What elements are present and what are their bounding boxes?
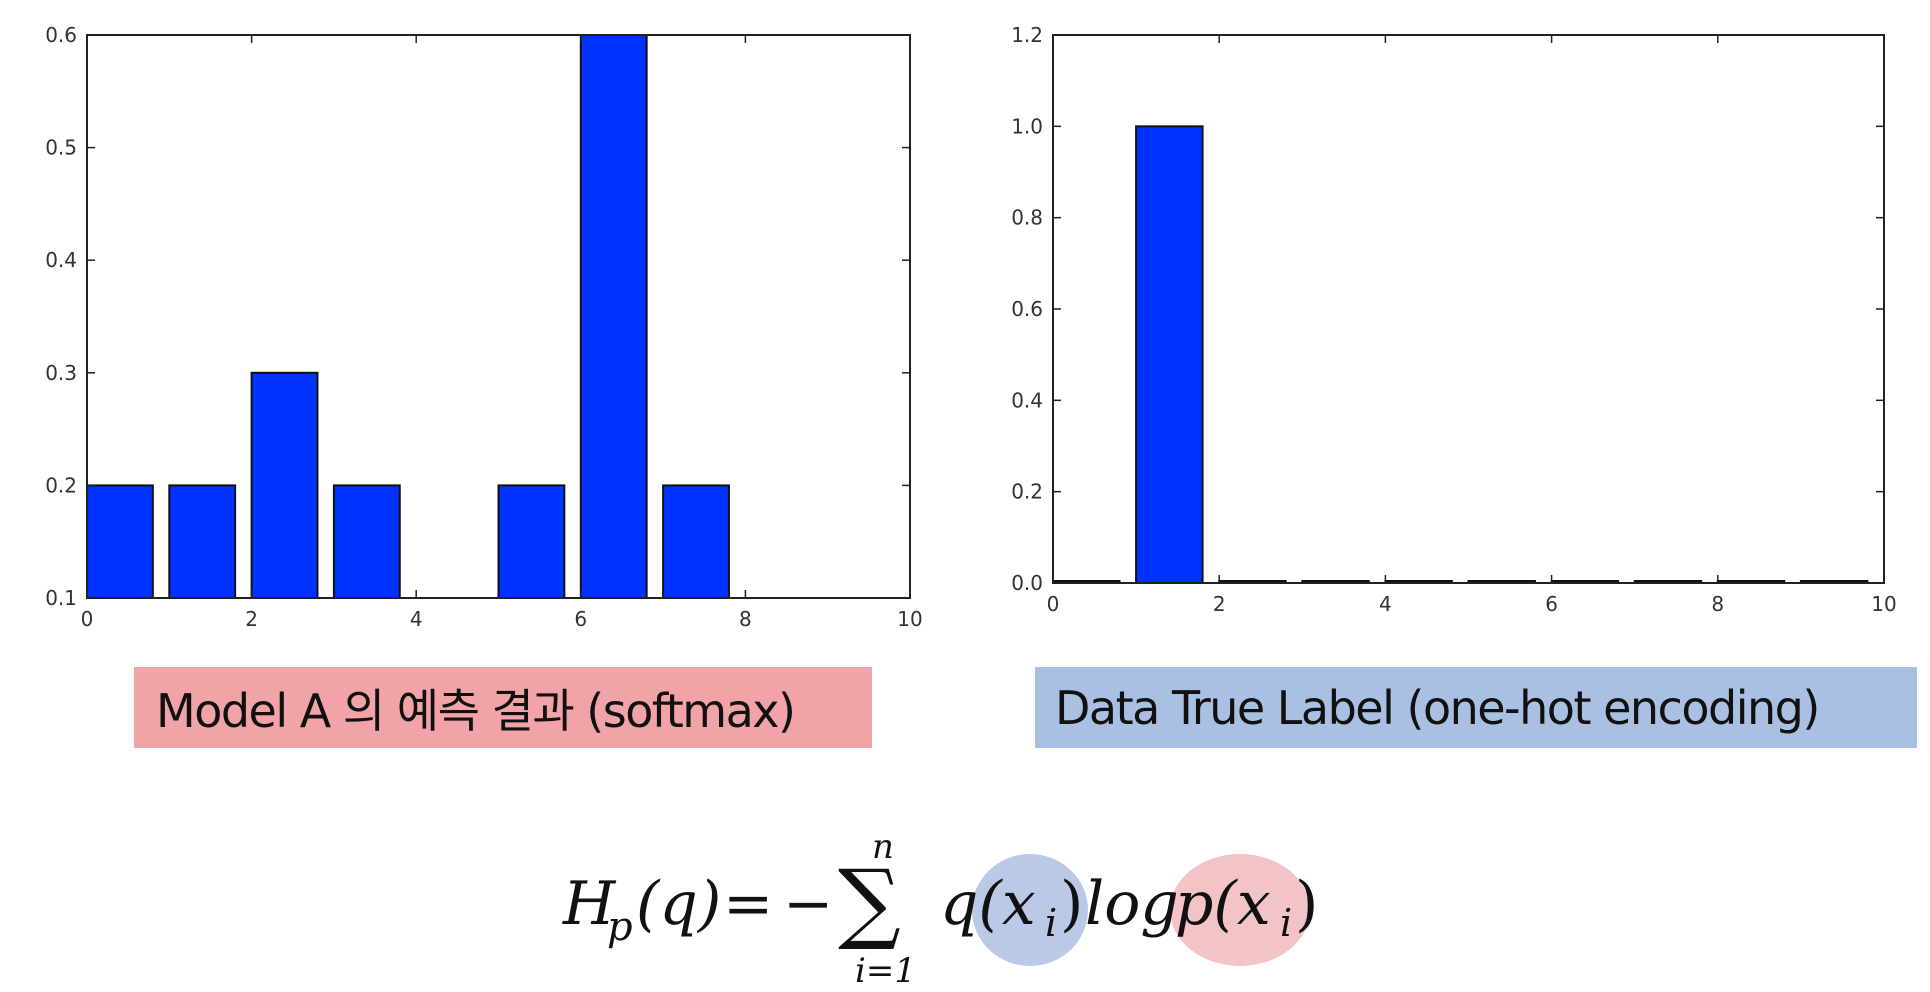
formula-p-i-subscript: i	[1280, 901, 1292, 945]
formula-h: H	[562, 869, 617, 939]
x-tick-label: 2	[1213, 592, 1226, 616]
formula-sigma: ∑	[838, 850, 901, 953]
chart-model-a-softmax: 0.1 0.2 0.3 0.4 0.5 0.6 0 2 4 6 8 10	[45, 23, 923, 631]
formula-lower-bound: i=1	[855, 951, 916, 990]
y-tick-label: 0.6	[45, 23, 77, 47]
bar	[168, 484, 237, 599]
formula-log: log	[1085, 869, 1179, 939]
x-tick-label: 10	[1871, 592, 1896, 616]
bar	[662, 484, 730, 599]
x-tick-label: 8	[1711, 592, 1724, 616]
caption-model-a: Model A 의 예측 결과 (softmax)	[134, 667, 872, 748]
y-tick-label: 1.0	[1011, 114, 1043, 138]
chart-true-label-one-hot: 0.0 0.2 0.4 0.6 0.8 1.0 1.2 0 2 4 6 8 10	[1011, 23, 1897, 616]
q-highlight	[972, 854, 1088, 966]
p-highlight	[1170, 854, 1310, 966]
bar	[86, 484, 154, 599]
bar	[579, 34, 648, 599]
x-tick-label: 0	[1047, 592, 1060, 616]
x-tick-label: 6	[1545, 592, 1558, 616]
y-tick-label: 0.8	[1011, 206, 1043, 230]
formula-p-subscript: p	[607, 904, 633, 950]
y-tick-label: 0.2	[45, 473, 77, 497]
y-tick-label: 0.4	[1011, 388, 1043, 412]
y-tick-label: 0.4	[45, 248, 77, 272]
bar	[250, 371, 319, 599]
x-tick-label: 2	[245, 607, 258, 631]
formula-equals: =	[723, 869, 773, 939]
x-tick-label: 0	[81, 607, 94, 631]
caption-true-label: Data True Label (one-hot encoding)	[1035, 667, 1917, 748]
formula-upper-bound: n	[872, 827, 894, 867]
formula-q-close: )	[1060, 869, 1083, 939]
x-tick-label: 4	[1379, 592, 1392, 616]
y-tick-label: 0.5	[45, 136, 77, 160]
formula-q-arg: (q)	[636, 869, 721, 939]
y-tick-label: 0.2	[1011, 480, 1043, 504]
formula-p-close: )	[1295, 869, 1318, 939]
formula-q-i-subscript: i	[1045, 901, 1057, 945]
formula-q-term: q(x	[940, 869, 1036, 939]
formula-p-term: p(x	[1175, 869, 1271, 939]
plot-frame	[86, 34, 911, 599]
y-tick-label: 1.2	[1011, 23, 1043, 47]
x-tick-label: 4	[410, 607, 423, 631]
y-tick-label: 0.0	[1011, 571, 1043, 595]
y-tick-label: 0.1	[45, 586, 77, 610]
cross-entropy-formula: H p (q) = − ∑ n i=1 q(x i ) log p(x i )	[562, 827, 1318, 990]
x-tick-label: 8	[739, 607, 752, 631]
y-tick-label: 0.3	[45, 361, 77, 385]
bar	[497, 484, 566, 599]
formula-minus: −	[783, 869, 833, 939]
bar	[1135, 125, 1204, 584]
y-tick-label: 0.6	[1011, 297, 1043, 321]
bar	[332, 484, 401, 599]
x-tick-label: 6	[574, 607, 587, 631]
x-tick-label: 10	[897, 607, 922, 631]
